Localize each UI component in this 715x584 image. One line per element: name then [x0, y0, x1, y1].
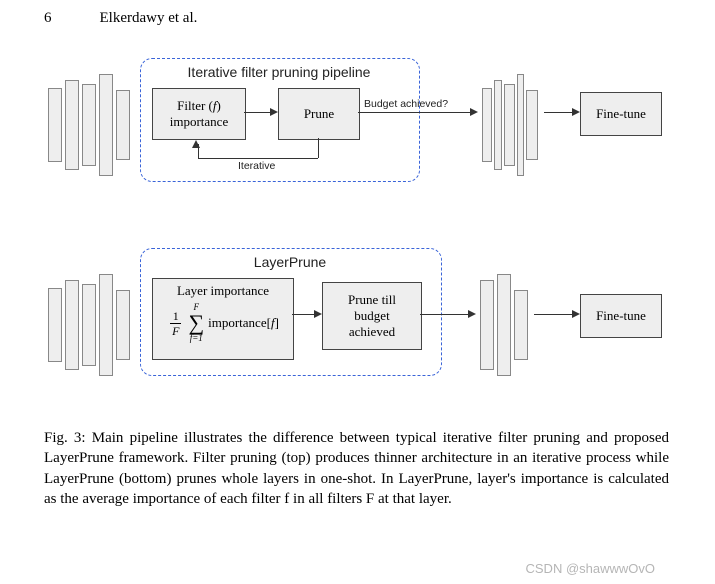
layer-bar [82, 284, 96, 366]
layer-formula: 1 F F ∑ f=1 importance[f] [167, 303, 279, 343]
iterative-label: Iterative [238, 160, 275, 172]
layer-bar [48, 88, 62, 162]
layer-bar [480, 280, 494, 370]
caption-text: Main pipeline illustrates the difference… [44, 430, 669, 507]
figure-3: Iterative filter pruning pipeline Filter… [44, 52, 674, 412]
layer-bar [526, 90, 538, 160]
finetune-box-bottom: Fine-tune [580, 294, 662, 338]
layerprune-title: LayerPrune [140, 254, 440, 270]
figure-caption: Fig. 3: Main pipeline illustrates the di… [44, 428, 669, 509]
layer-box-title: Layer importance [177, 283, 269, 299]
layer-bar [504, 84, 515, 166]
layer-bar [65, 280, 79, 370]
layer-bar [99, 74, 113, 176]
caption-prefix: Fig. 3: [44, 430, 92, 446]
watermark: CSDN @shawwwOvO [526, 561, 656, 576]
layer-bar [482, 88, 492, 162]
page-header: 6 Elkerdawy et al. [44, 10, 671, 27]
layer-bar [99, 274, 113, 376]
layer-bar [517, 74, 524, 176]
layer-bar [116, 90, 130, 160]
prune-budget-box: Prune till budget achieved [322, 282, 422, 350]
authors: Elkerdawy et al. [100, 10, 198, 26]
layer-bar [65, 80, 79, 170]
filter-line1: Filter (f) [177, 98, 221, 114]
layer-bar [494, 80, 502, 170]
layer-bar [497, 274, 511, 376]
layer-bar [116, 290, 130, 360]
page-number: 6 [44, 10, 52, 27]
layer-bar [48, 288, 62, 362]
layer-importance-box: Layer importance 1 F F ∑ f=1 importance[… [152, 278, 294, 360]
layer-bar [514, 290, 528, 360]
budget-label: Budget achieved? [364, 98, 448, 110]
filter-importance-box: Filter (f) importance [152, 88, 246, 140]
prune-box: Prune [278, 88, 360, 140]
iterative-title: Iterative filter pruning pipeline [140, 64, 418, 80]
layer-bar [82, 84, 96, 166]
finetune-box-top: Fine-tune [580, 92, 662, 136]
filter-line2: importance [170, 114, 228, 130]
